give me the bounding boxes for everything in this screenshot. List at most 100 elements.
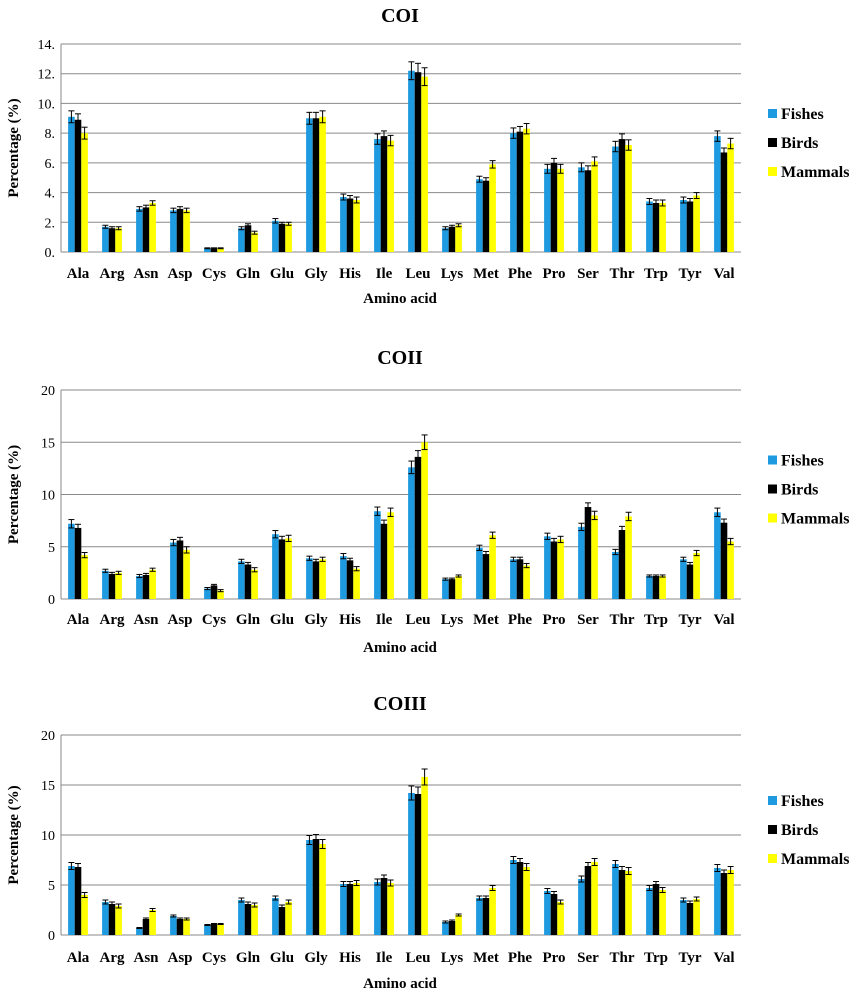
bar-mammals-trp	[659, 202, 666, 252]
y-tick-label: 5	[48, 879, 55, 894]
bar-fishes-ala	[68, 866, 75, 935]
bar-mammals-gln	[251, 232, 258, 252]
y-tick-label: 14.	[38, 38, 56, 53]
bar-mammals-tyr	[693, 195, 700, 252]
bar-birds-glu	[278, 907, 286, 935]
x-tick-label: Glu	[270, 266, 294, 282]
bar-mammals-cys	[217, 924, 224, 935]
bar-birds-pro	[550, 541, 558, 599]
bar-birds-arg	[108, 573, 116, 599]
bar-mammals-trp	[659, 890, 666, 935]
legend-swatch	[768, 138, 777, 147]
bar-birds-glu	[278, 539, 286, 599]
y-tick-label: 0	[48, 593, 55, 608]
bar-fishes-pro	[544, 536, 551, 599]
bar-birds-phe	[516, 862, 524, 935]
bar-birds-asn	[142, 574, 150, 599]
x-tick-label: Met	[473, 266, 499, 282]
x-tick-label: His	[339, 612, 361, 628]
bar-birds-tyr	[686, 564, 694, 599]
chart-panel-3: COIII 0 5 10 15 20 Ala Arg Asn Asp Cys Gln Glu Gly His…	[6, 693, 849, 992]
x-tick-label: Phe	[508, 612, 533, 628]
bar-mammals-asp	[183, 919, 190, 935]
bar-mammals-cys	[217, 248, 224, 252]
bar-mammals-glu	[285, 223, 292, 252]
bar-fishes-thr	[612, 551, 619, 599]
bar-mammals-phe	[523, 565, 530, 599]
x-tick-label: Ile	[376, 266, 393, 282]
bar-fishes-thr	[612, 864, 619, 935]
bar-fishes-cys	[204, 925, 211, 935]
bar-fishes-lys	[442, 922, 449, 935]
bar-mammals-ile	[387, 883, 394, 935]
bar-mammals-lys	[455, 915, 462, 935]
bar-fishes-gln	[238, 228, 245, 252]
bar-birds-cys	[210, 248, 218, 252]
bar-birds-gly	[312, 118, 320, 253]
bar-mammals-asp	[183, 210, 190, 252]
x-tick-label: Cys	[202, 950, 226, 966]
bar-birds-asp	[176, 208, 184, 252]
bar-birds-pro	[550, 894, 558, 935]
legend-swatch	[768, 455, 777, 465]
legend-label: Fishes	[781, 106, 824, 123]
bar-fishes-leu	[408, 70, 415, 252]
x-tick-label: Ala	[67, 950, 90, 966]
x-tick-label: Gln	[236, 612, 261, 628]
bar-fishes-tyr	[680, 200, 687, 252]
bar-mammals-glu	[285, 538, 292, 599]
bar-birds-asp	[176, 919, 184, 935]
bar-fishes-gly	[306, 840, 313, 935]
x-tick-label: Ser	[577, 266, 599, 282]
chart-panel-1: COI 0. 2. 4. 6. 8. 10. 12. 14. Ala Arg Asn Asp Cys Gln…	[6, 5, 849, 307]
y-tick-label: 12.	[38, 68, 56, 83]
bar-birds-phe	[516, 559, 524, 599]
bar-birds-asn	[142, 919, 150, 935]
bar-fishes-met	[476, 547, 483, 599]
y-axis-title: Percentage (%)	[6, 445, 22, 544]
bar-birds-thr	[618, 139, 626, 252]
legend-label: Fishes	[781, 453, 824, 470]
bar-mammals-asn	[149, 202, 156, 252]
bar-birds-phe	[516, 131, 524, 252]
bar-birds-trp	[652, 576, 660, 599]
bar-birds-leu	[414, 794, 422, 935]
bar-fishes-ala	[68, 116, 75, 252]
bar-birds-gly	[312, 561, 320, 599]
x-tick-label: Pro	[542, 612, 565, 628]
bar-birds-ala	[74, 527, 82, 599]
bar-birds-glu	[278, 223, 286, 252]
x-tick-label: Phe	[508, 950, 533, 966]
y-tick-label: 5	[48, 541, 55, 556]
bar-fishes-ser	[578, 526, 585, 599]
y-tick-label: 10	[41, 489, 55, 504]
bar-mammals-glu	[285, 902, 292, 935]
bar-fishes-tyr	[680, 559, 687, 599]
bar-mammals-cys	[217, 590, 224, 599]
bar-fishes-gly	[306, 558, 313, 599]
bar-fishes-tyr	[680, 900, 687, 935]
legend-swatch	[768, 109, 777, 118]
bar-birds-val	[720, 873, 728, 935]
legend: Fishes Birds Mammals	[768, 106, 849, 181]
bar-mammals-asp	[183, 549, 190, 599]
legend-label: Mammals	[781, 851, 849, 868]
x-tick-label: Trp	[644, 950, 668, 966]
y-tick-label: 6.	[45, 157, 56, 172]
bar-mammals-trp	[659, 576, 666, 599]
bar-birds-thr	[618, 530, 626, 599]
x-tick-label: Thr	[609, 950, 634, 966]
legend-label: Birds	[781, 822, 818, 839]
bar-birds-leu	[414, 72, 422, 252]
x-tick-label: Arg	[100, 612, 125, 628]
x-tick-label: Tyr	[678, 950, 701, 966]
bar-birds-ala	[74, 867, 82, 935]
y-tick-label: 8.	[45, 127, 56, 142]
bar-fishes-pro	[544, 168, 551, 252]
bar-birds-gly	[312, 839, 320, 935]
bar-fishes-phe	[510, 133, 517, 252]
bar-fishes-met	[476, 898, 483, 935]
bar-fishes-gln	[238, 900, 245, 935]
x-axis-title: Amino acid	[363, 976, 437, 992]
